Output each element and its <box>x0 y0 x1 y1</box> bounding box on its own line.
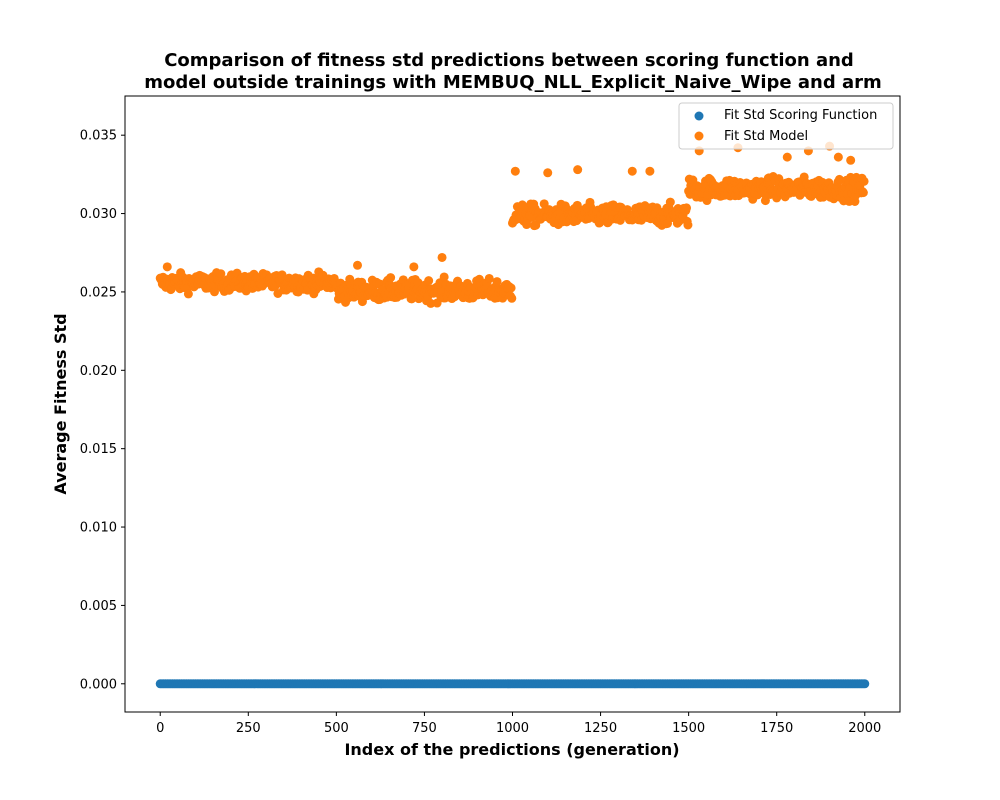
y-tick-label: 0.000 <box>80 677 117 692</box>
chart-title-line-2: model outside trainings with MEMBUQ_NLL_… <box>144 72 882 93</box>
point-model <box>209 287 219 297</box>
point-model <box>439 272 449 282</box>
x-axis: 0 250 500 750 1000 1250 1500 1750 2000 <box>156 712 881 736</box>
chart-title-line-1: Comparison of fitness std predictions be… <box>164 50 854 71</box>
point-model <box>386 273 396 283</box>
point-model <box>409 262 419 272</box>
plot-area <box>155 141 870 689</box>
legend: Fit Std Scoring Function Fit Std Model <box>678 102 894 150</box>
point-scoring-function <box>860 679 870 689</box>
x-tick-label: 1750 <box>760 721 793 736</box>
x-axis-label: Index of the predictions (generation) <box>344 740 679 759</box>
point-model <box>506 283 516 293</box>
legend-box <box>678 102 894 150</box>
point-model <box>407 294 417 304</box>
x-tick-label: 500 <box>324 721 349 736</box>
point-model <box>682 203 692 213</box>
y-tick-label: 0.015 <box>80 442 117 457</box>
x-tick-label: 250 <box>236 721 261 736</box>
point-model <box>432 298 442 308</box>
x-tick-label: 1500 <box>672 721 705 736</box>
point-model <box>683 220 693 230</box>
point-model <box>492 277 502 287</box>
point-model <box>437 252 447 262</box>
y-axis-label: Average Fitness Std <box>51 313 70 494</box>
point-model <box>573 165 583 175</box>
point-model <box>484 273 494 283</box>
point-model <box>426 298 436 308</box>
point-model <box>216 269 226 279</box>
y-tick-label: 0.035 <box>80 129 117 144</box>
point-model <box>353 260 362 270</box>
x-tick-label: 1000 <box>496 721 529 736</box>
point-model <box>665 197 675 207</box>
point-model <box>510 166 520 176</box>
x-tick-label: 1250 <box>584 721 617 736</box>
x-tick-label: 0 <box>156 721 164 736</box>
point-model <box>645 166 655 176</box>
y-axis: 0.000 0.005 0.010 0.015 0.020 0.025 0.030 0.035 <box>80 129 125 692</box>
legend-label-scoring-function: Fit Std Scoring Function <box>724 108 877 123</box>
point-model <box>543 168 553 178</box>
point-model <box>846 155 856 165</box>
legend-label-model: Fit Std Model <box>724 129 808 144</box>
point-model <box>183 289 193 299</box>
point-model <box>424 276 434 286</box>
point-model <box>782 152 792 162</box>
y-tick-label: 0.005 <box>80 599 117 614</box>
legend-marker-scoring-function <box>694 111 704 121</box>
y-tick-label: 0.030 <box>80 207 117 222</box>
point-model <box>507 293 517 303</box>
y-tick-label: 0.025 <box>80 285 117 300</box>
point-model <box>858 188 868 198</box>
y-tick-label: 0.010 <box>80 521 117 536</box>
x-tick-label: 750 <box>412 721 437 736</box>
point-model <box>859 176 869 186</box>
legend-marker-model <box>694 131 704 141</box>
point-model <box>162 262 172 272</box>
y-tick-label: 0.020 <box>80 364 117 379</box>
point-model <box>833 152 843 162</box>
x-tick-label: 2000 <box>848 721 881 736</box>
point-model <box>627 166 637 176</box>
